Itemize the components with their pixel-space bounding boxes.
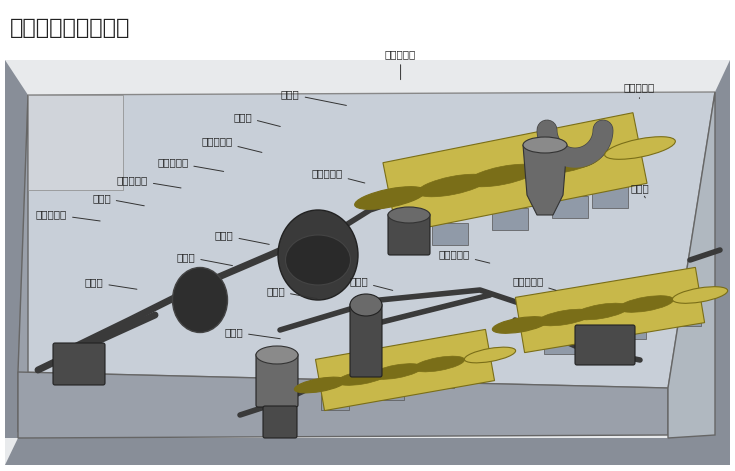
- Polygon shape: [5, 60, 730, 465]
- FancyBboxPatch shape: [575, 325, 635, 365]
- Polygon shape: [383, 113, 647, 233]
- Text: 皮帶機: 皮帶機: [349, 276, 392, 291]
- Ellipse shape: [350, 294, 382, 316]
- Text: 波風除塵器: 波風除塵器: [385, 49, 416, 80]
- Text: 圓盤造粒機: 圓盤造粒機: [157, 157, 223, 171]
- Polygon shape: [523, 145, 567, 215]
- Ellipse shape: [173, 268, 228, 333]
- Ellipse shape: [388, 207, 430, 223]
- Text: 皮帶輸送機: 皮帶輸送機: [117, 175, 181, 188]
- Polygon shape: [492, 208, 528, 230]
- FancyBboxPatch shape: [263, 406, 297, 438]
- Ellipse shape: [492, 317, 548, 333]
- Ellipse shape: [295, 377, 345, 393]
- Text: 包裝秤: 包裝秤: [224, 327, 280, 339]
- Polygon shape: [544, 336, 576, 354]
- Text: 熱風爐: 熱風爐: [233, 112, 280, 127]
- Polygon shape: [5, 438, 730, 465]
- Text: 提升機: 提升機: [215, 230, 269, 244]
- Text: 皮帶輸送機: 皮帶輸送機: [201, 136, 262, 153]
- Text: 烘干機: 烘干機: [281, 89, 346, 106]
- Text: 冷卻機: 冷卻機: [630, 183, 649, 198]
- Ellipse shape: [465, 347, 516, 363]
- Ellipse shape: [355, 187, 426, 209]
- Text: 二級篩分機: 二級篩分機: [439, 249, 490, 263]
- Polygon shape: [669, 308, 701, 326]
- Text: 皮帶輸送機: 皮帶輸送機: [624, 82, 655, 98]
- Text: 攪拌機: 攪拌機: [92, 193, 144, 206]
- Polygon shape: [18, 95, 28, 432]
- Ellipse shape: [618, 296, 674, 312]
- Polygon shape: [515, 268, 705, 353]
- Polygon shape: [592, 186, 628, 208]
- Text: 配料皮帶機: 配料皮帶機: [312, 168, 365, 183]
- Polygon shape: [668, 92, 715, 438]
- FancyBboxPatch shape: [350, 303, 382, 377]
- Ellipse shape: [256, 346, 298, 364]
- Polygon shape: [18, 372, 668, 438]
- Ellipse shape: [530, 152, 600, 174]
- Ellipse shape: [278, 210, 358, 300]
- Ellipse shape: [523, 137, 567, 153]
- Ellipse shape: [605, 137, 675, 159]
- Text: 圓盤造粒機工藝流程: 圓盤造粒機工藝流程: [10, 18, 130, 38]
- Ellipse shape: [417, 174, 488, 197]
- Polygon shape: [315, 329, 495, 411]
- Polygon shape: [321, 394, 349, 410]
- Polygon shape: [668, 60, 730, 438]
- Polygon shape: [28, 95, 123, 190]
- Polygon shape: [18, 92, 715, 388]
- Text: 包膜機: 包膜機: [266, 286, 317, 299]
- Ellipse shape: [537, 309, 592, 326]
- Ellipse shape: [371, 364, 422, 379]
- Polygon shape: [614, 321, 646, 339]
- Ellipse shape: [413, 356, 465, 372]
- Ellipse shape: [285, 235, 351, 285]
- FancyBboxPatch shape: [53, 343, 105, 385]
- Polygon shape: [5, 60, 28, 438]
- Text: 粉碎機: 粉碎機: [85, 277, 137, 289]
- Text: 皮帶輸送機: 皮帶輸送機: [512, 276, 556, 290]
- Polygon shape: [552, 196, 588, 218]
- Ellipse shape: [337, 370, 388, 385]
- Text: 成品倉: 成品倉: [176, 252, 232, 266]
- FancyBboxPatch shape: [256, 353, 298, 407]
- FancyBboxPatch shape: [388, 213, 430, 255]
- Ellipse shape: [673, 287, 728, 303]
- Ellipse shape: [467, 164, 538, 187]
- Polygon shape: [426, 372, 454, 388]
- Ellipse shape: [573, 303, 628, 320]
- Polygon shape: [376, 384, 404, 400]
- Text: 皮帶輸送機: 皮帶輸送機: [36, 209, 100, 221]
- Polygon shape: [432, 223, 468, 245]
